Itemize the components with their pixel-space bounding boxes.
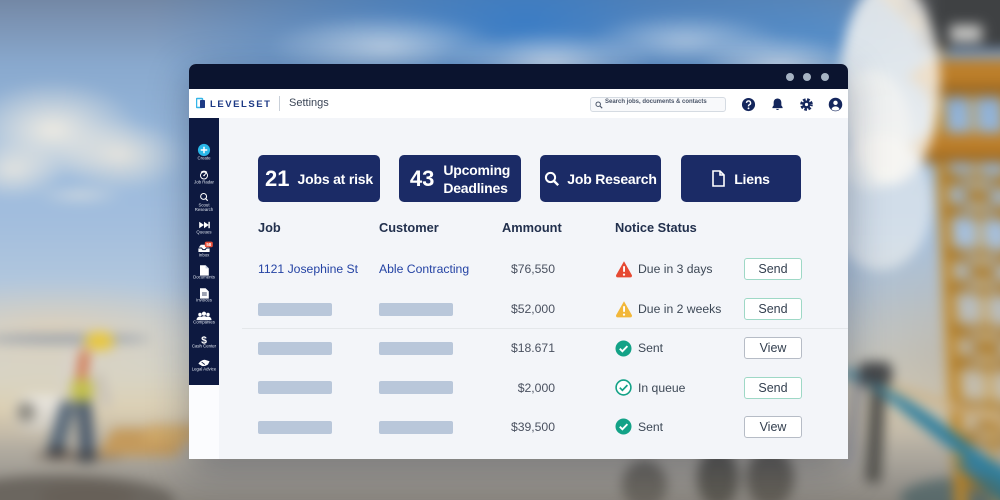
svg-text:$: $ xyxy=(201,335,207,346)
svg-text:58: 58 xyxy=(206,241,211,246)
